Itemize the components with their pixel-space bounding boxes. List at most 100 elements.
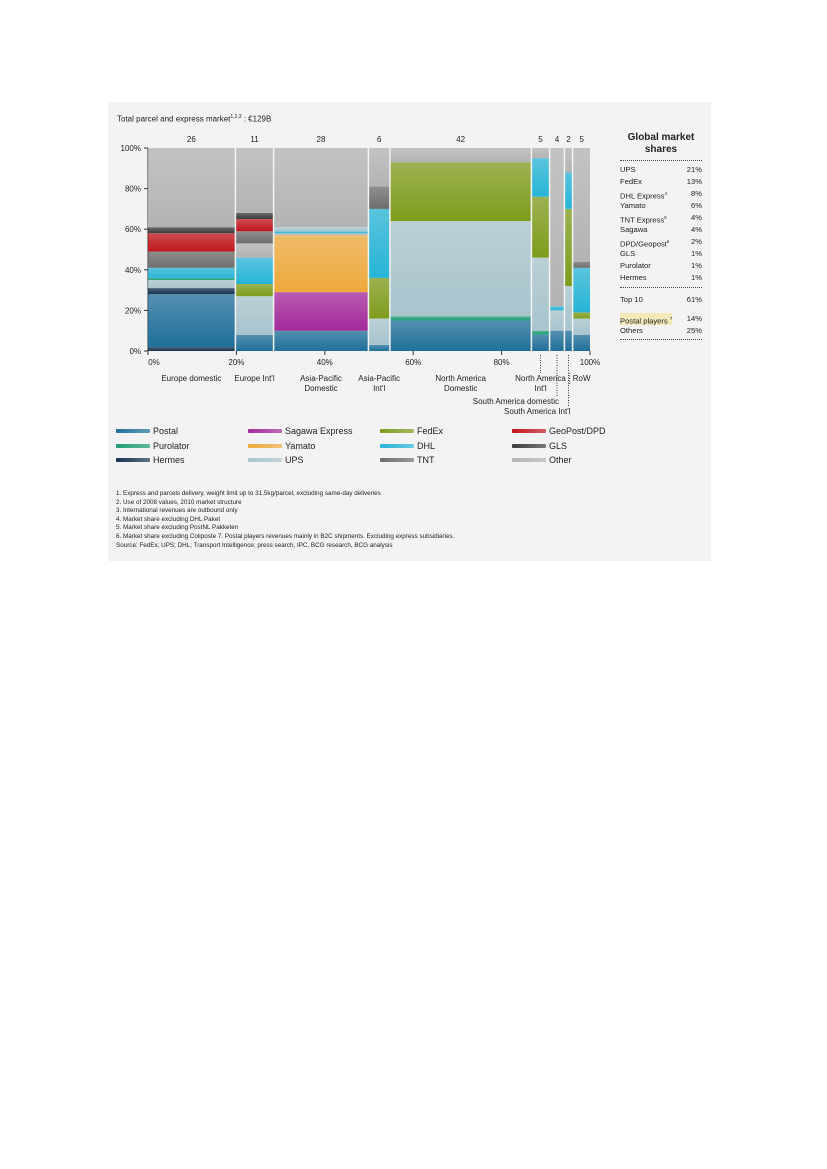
bar-segment (573, 334, 590, 351)
bar-segment (148, 294, 235, 347)
shares-row-sup: 5 (664, 215, 667, 220)
segment-label-line: Int'l (373, 384, 385, 393)
bar-segment (532, 158, 549, 197)
segment-width-label: 26 (187, 135, 196, 144)
shares-row-name: Postal players 7 (620, 313, 673, 326)
x-tick-label: 40% (317, 358, 333, 367)
footnote-line: 4. Market share excluding DHL Paket (116, 515, 221, 523)
legend-swatch (512, 429, 546, 433)
figure-panel: Total parcel and express market1,2,3 : €… (108, 102, 711, 561)
shares-row: DHL Express4 8% (620, 188, 702, 201)
footnote-line: 1. Express and parcels delivery, weight … (116, 490, 381, 497)
shares-row-name: Sagawa (620, 225, 648, 234)
title-value: : €129B (241, 114, 272, 124)
segment-width-label: 2 (566, 135, 571, 144)
shares-row-name: Purolator (620, 261, 651, 270)
postal-label: Postal players (620, 316, 670, 326)
legend-item: Other (512, 455, 572, 465)
shares-row: TNT Express5 4% (620, 212, 702, 225)
bar-segment (369, 344, 390, 351)
title-sup: 1,2,3 (230, 114, 242, 120)
legend-label: Hermes (153, 455, 185, 465)
bar-segment (532, 330, 549, 335)
shares-row: Sagawa 4% (620, 224, 702, 236)
bar-segment (573, 267, 590, 313)
y-tick-label: 0% (129, 347, 141, 356)
bar-segment (573, 261, 590, 268)
bar-segment (565, 172, 572, 209)
shares-row-postal: Postal players 7 14% (620, 313, 702, 326)
shares-row-name: Others (620, 326, 643, 335)
shares-row-value: 13% (686, 177, 702, 186)
legend-label: GLS (549, 440, 568, 451)
shares-separator (620, 287, 702, 288)
footnotes: 1. Express and parcels delivery, weight … (116, 490, 454, 550)
bar-segment (550, 306, 564, 311)
shares-row-value: 1% (691, 273, 702, 282)
legend-item: Hermes (116, 455, 185, 465)
legend-label: TNT (417, 455, 435, 465)
bar-segment (550, 330, 564, 351)
bar-segment (390, 162, 531, 222)
shares-row: GLS 1% (620, 248, 702, 260)
bar-segment (274, 330, 368, 351)
bar-segment (236, 257, 273, 285)
segment-label-line: North America (435, 374, 486, 383)
bar-segment (236, 231, 273, 244)
legend-swatch (248, 429, 282, 433)
postal-sup: 7 (669, 316, 673, 321)
legend-label: Postal (153, 426, 179, 436)
segment-label-line: Europe domestic (161, 374, 221, 383)
legend-swatch (380, 458, 414, 462)
shares-row: DPD/Geopost6 2% (620, 236, 702, 249)
chart-title: Total parcel and express market1,2,3 : €… (117, 114, 271, 124)
shares-row-sup: 6 (666, 239, 670, 244)
shares-row-others: Others 25% (620, 325, 702, 337)
footnote-line: 6. Market share excluding Coliposte 7. P… (116, 532, 455, 540)
footnote-line: Source: FedEx; UPS; DHL; Transport Intel… (116, 541, 393, 549)
segment-label-line: Asia-Pacific (300, 374, 342, 383)
segment-label: South America domestic (473, 397, 559, 406)
segment-label: Asia-Pacific Int'l (358, 374, 400, 393)
footnote-line: 5. Market share excluding PostNL Pakkete… (116, 524, 239, 532)
bar-segment (369, 208, 390, 278)
shares-row-name: FedEx (620, 177, 642, 186)
segment-label: Europe domestic (161, 374, 221, 383)
shares-row-name: GLS (620, 249, 636, 258)
shares-rows: UPS 21% FedEx 13% DHL Express4 8% Yamato 6% TNT … (620, 164, 702, 284)
bar-segment (148, 233, 235, 252)
segment-label: RoW (573, 374, 591, 383)
bar-segment (573, 312, 590, 319)
legend-item: FedEx (380, 426, 443, 436)
segment-label-line: RoW (573, 374, 591, 383)
shares-row-value: 25% (686, 326, 702, 335)
shares-row-name: TNT Express5 (620, 215, 667, 225)
bar-segment (148, 346, 235, 351)
legend-item: Postal (116, 426, 178, 436)
marimekko-chart: 0%20%40%60%80%100%26 11 28 6 42 5 4 2 50% 20% 40% 6… (121, 135, 601, 416)
legend-label: Yamato (285, 440, 316, 451)
shares-row: FedEx 13% (620, 176, 702, 188)
bar-segment (565, 148, 572, 173)
segment-label-line: Domestic (304, 384, 337, 393)
bar-segment (390, 320, 531, 351)
bar-segment (573, 318, 590, 335)
segment-label-line: Europe Int'l (234, 374, 274, 383)
legend-swatch (116, 458, 150, 462)
legend-label: UPS (285, 455, 304, 465)
legend-label: Sagawa Express (285, 426, 353, 436)
legend-swatch (248, 443, 282, 448)
segment-label: Europe Int'l (234, 374, 274, 383)
x-tick-label: 60% (405, 358, 421, 367)
legend-item: Purolator (116, 441, 190, 451)
legend-label: GeoPost/DPD (549, 426, 606, 436)
shares-row-name: UPS (620, 165, 636, 174)
bar-segment (236, 243, 273, 258)
segment-label: North America Int'l (515, 374, 566, 393)
legend-label: FedEx (417, 426, 444, 436)
y-tick-label: 60% (125, 225, 141, 234)
shares-row-value: 1% (691, 249, 702, 258)
bar-segment (274, 235, 368, 293)
shares-row-value: 4% (691, 225, 702, 234)
shares-row-value: 1% (691, 261, 702, 270)
